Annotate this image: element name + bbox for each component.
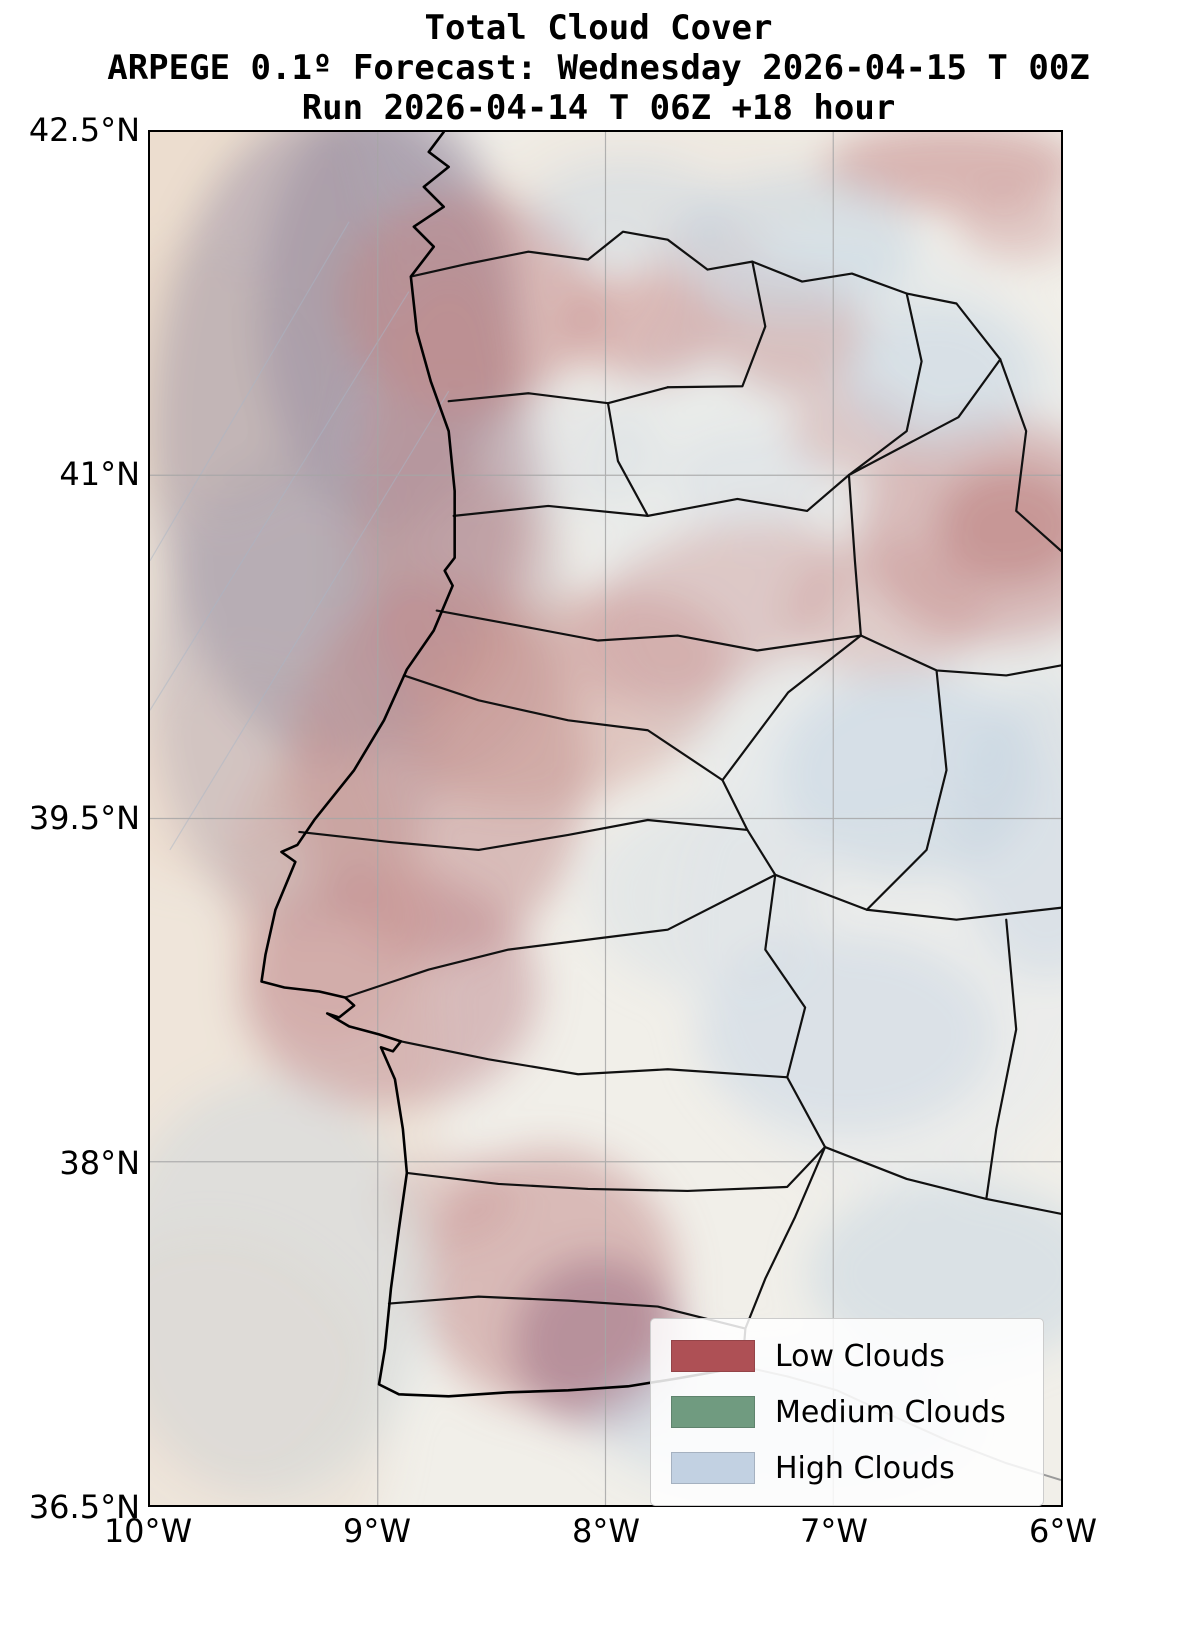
- legend-item-high-clouds: High Clouds: [671, 1445, 1023, 1491]
- map-legend: Low Clouds Medium Clouds High Clouds: [650, 1318, 1044, 1506]
- legend-label: High Clouds: [775, 1450, 955, 1486]
- figure-titles: Total Cloud Cover ARPEGE 0.1º Forecast: …: [0, 8, 1197, 128]
- lon-tick-10W: 10°W: [103, 1512, 193, 1550]
- lat-tick-42-5N: 42.5°N: [28, 111, 140, 149]
- legend-item-low-clouds: Low Clouds: [671, 1333, 1023, 1379]
- title-main: Total Cloud Cover: [424, 8, 773, 48]
- title-run: Run 2026-04-14 T 06Z +18 hour: [301, 88, 896, 128]
- map-plot-area: Low Clouds Medium Clouds High Clouds: [148, 130, 1063, 1507]
- lon-tick-9W: 9°W: [343, 1512, 411, 1550]
- lat-tick-41N: 41°N: [59, 455, 140, 493]
- cloud-cover-map: [150, 132, 1061, 1505]
- medium-clouds-swatch: [671, 1396, 755, 1428]
- graticule-gridlines: [150, 132, 1061, 1505]
- lat-tick-36-5N: 36.5°N: [28, 1488, 140, 1526]
- high-clouds-swatch: [671, 1452, 755, 1484]
- legend-label: Medium Clouds: [775, 1394, 1006, 1430]
- lat-tick-39-5N: 39.5°N: [28, 799, 140, 837]
- lon-tick-6W: 6°W: [1029, 1512, 1097, 1550]
- admin-borders: [298, 230, 1061, 1368]
- title-forecast: ARPEGE 0.1º Forecast: Wednesday 2026-04-…: [107, 48, 1090, 88]
- portugal-coastline: [260, 132, 744, 1398]
- low-clouds-swatch: [671, 1340, 755, 1372]
- lon-tick-7W: 7°W: [800, 1512, 868, 1550]
- legend-item-medium-clouds: Medium Clouds: [671, 1389, 1023, 1435]
- legend-label: Low Clouds: [775, 1338, 945, 1374]
- lat-tick-38N: 38°N: [59, 1144, 140, 1182]
- lon-tick-8W: 8°W: [572, 1512, 640, 1550]
- ocean-contour-streaks: [150, 221, 450, 851]
